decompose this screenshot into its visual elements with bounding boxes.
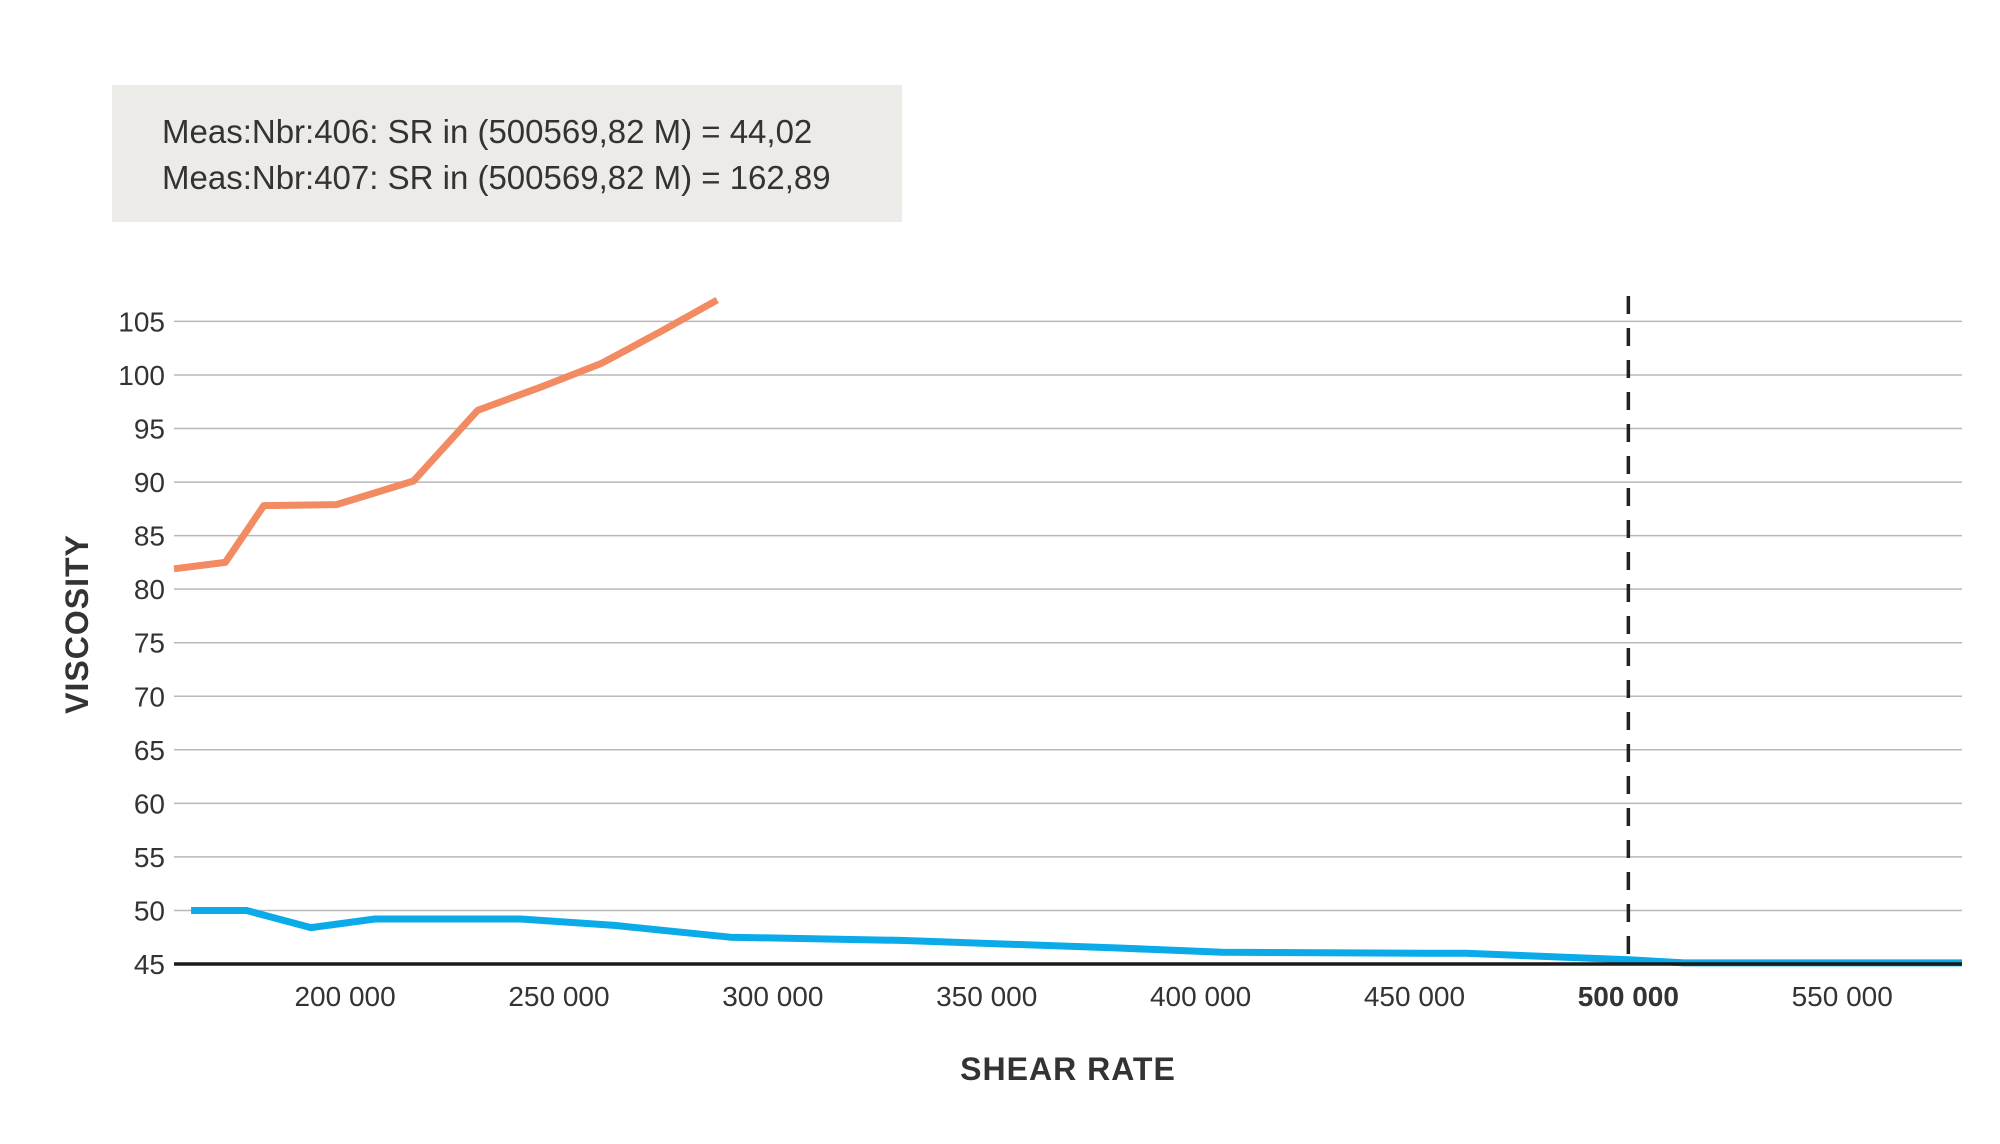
y-tick-label: 75 — [134, 628, 165, 659]
measurement-readout-box: Meas:Nbr:406: SR in (500569,82 M) = 44,0… — [112, 85, 902, 222]
grid-lines — [174, 320, 1962, 912]
y-tick-label: 95 — [134, 414, 165, 445]
y-tick-label: 80 — [134, 574, 165, 605]
x-tick-label: 250 000 — [508, 981, 609, 1012]
y-tick-labels: 45 50 55 60 65 70 75 80 85 90 95 100 105 — [118, 306, 165, 980]
series-line-1 — [173, 296, 719, 573]
y-tick-label: 60 — [134, 788, 165, 819]
series-line-2 — [191, 907, 1962, 967]
x-tick-label: 550 000 — [1792, 981, 1893, 1012]
series-layer — [173, 296, 1962, 967]
readout-line-407: Meas:Nbr:407: SR in (500569,82 M) = 162,… — [162, 159, 831, 196]
x-tick-label: 500 000 — [1578, 981, 1679, 1012]
y-axis-title: VISCOSITY — [59, 534, 95, 714]
x-axis-title: SHEAR RATE — [960, 1051, 1176, 1087]
y-tick-label: 50 — [134, 895, 165, 926]
y-tick-label: 100 — [118, 360, 165, 391]
x-tick-label: 450 000 — [1364, 981, 1465, 1012]
x-tick-label: 400 000 — [1150, 981, 1251, 1012]
x-tick-labels: 200 000 250 000 300 000 350 000 400 000 450 0… — [294, 981, 1892, 1012]
y-tick-label: 70 — [134, 681, 165, 712]
y-tick-label: 55 — [134, 842, 165, 873]
x-tick-label: 200 000 — [294, 981, 395, 1012]
readout-line-406: Meas:Nbr:406: SR in (500569,82 M) = 44,0… — [162, 113, 813, 150]
y-tick-label: 65 — [134, 735, 165, 766]
y-tick-label: 90 — [134, 467, 165, 498]
y-tick-label: 85 — [134, 521, 165, 552]
x-tick-label: 350 000 — [936, 981, 1037, 1012]
y-tick-label: 105 — [118, 306, 165, 337]
x-tick-label: 300 000 — [722, 981, 823, 1012]
y-tick-label: 45 — [134, 949, 165, 980]
